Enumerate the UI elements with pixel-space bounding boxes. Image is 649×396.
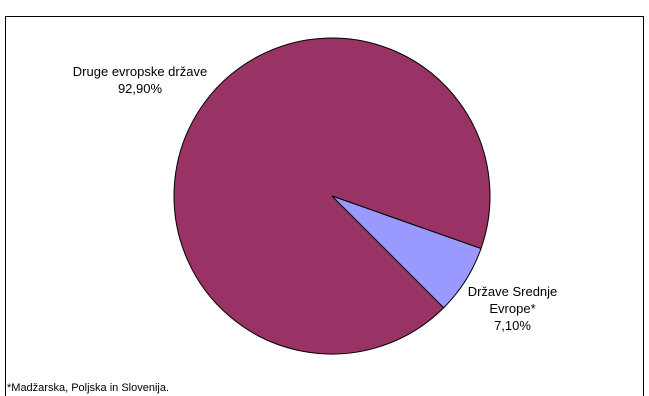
slice-label: Države Srednje Evrope* 7,10% — [455, 283, 570, 334]
footnote: *Madžarska, Poljska in Slovenija. — [7, 382, 170, 394]
value-label: 7,10% — [494, 318, 531, 333]
value-label: 92,90% — [117, 81, 163, 96]
category-label: Druge evropske države — [72, 64, 208, 79]
slice-label: Druge evropske države 92,90% — [70, 63, 210, 97]
pie-slice — [331, 195, 482, 309]
category-label: Države Srednje Evrope* — [467, 284, 558, 316]
frame — [5, 16, 644, 396]
